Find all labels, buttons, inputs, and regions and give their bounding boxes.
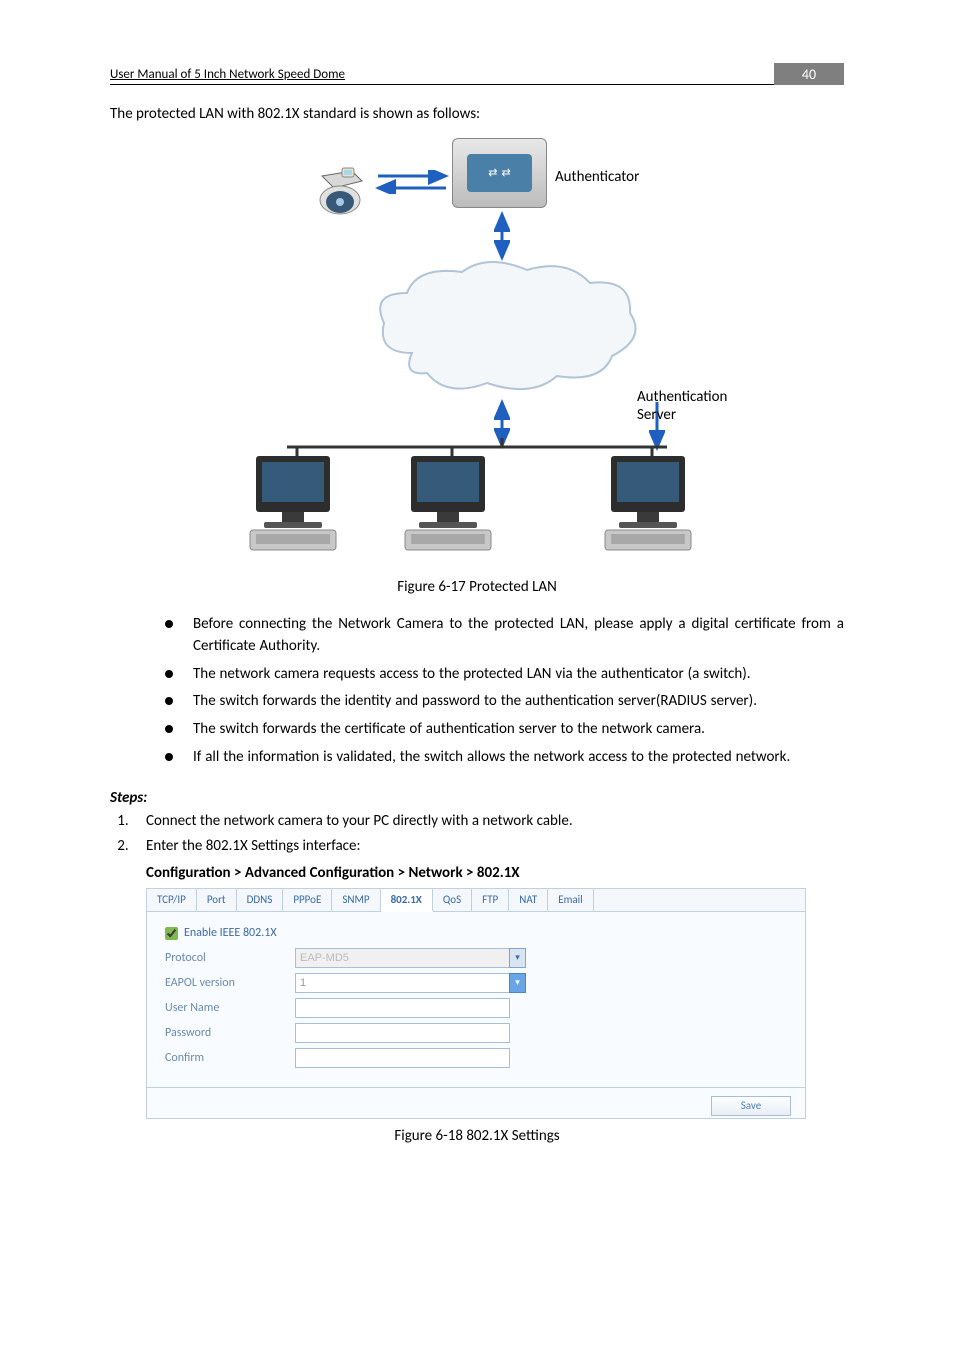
pc-icon	[242, 448, 352, 558]
page-number: 40	[774, 63, 844, 85]
username-input[interactable]	[295, 998, 510, 1018]
authserver-label: Authentication Server	[637, 388, 727, 424]
switch-icon: ⇄⇄	[452, 138, 547, 208]
tab-pppoe[interactable]: PPPoE	[283, 889, 332, 911]
enable-checkbox[interactable]	[165, 927, 178, 940]
enable-checkbox-label: Enable IEEE 802.1X	[184, 926, 277, 940]
step-item: Connect the network camera to your PC di…	[132, 811, 844, 833]
bullet-list: Before connecting the Network Camera to …	[110, 614, 844, 769]
chevron-down-icon[interactable]: ▾	[509, 948, 526, 968]
protocol-label: Protocol	[165, 951, 295, 965]
steps-list: Connect the network camera to your PC di…	[110, 811, 844, 859]
authenticator-label: Authenticator	[555, 168, 639, 186]
tab-tcpip[interactable]: TCP/IP	[147, 889, 197, 911]
figure-caption-1: Figure 6-17 Protected LAN	[110, 578, 844, 596]
eapol-label: EAPOL version	[165, 976, 295, 990]
password-label: Password	[165, 1026, 295, 1040]
bullet-item: The switch forwards the identity and pas…	[165, 691, 844, 713]
save-button[interactable]: Save	[711, 1096, 791, 1116]
password-input[interactable]	[295, 1023, 510, 1043]
arrow-camera-switch	[372, 170, 452, 194]
bullet-item: Before connecting the Network Camera to …	[165, 614, 844, 658]
tab-nat[interactable]: NAT	[509, 889, 548, 911]
tab-snmp[interactable]: SNMP	[332, 889, 380, 911]
tab-ddns[interactable]: DDNS	[237, 889, 284, 911]
bullet-item: If all the information is validated, the…	[165, 747, 844, 769]
camera-icon	[312, 166, 372, 221]
username-label: User Name	[165, 1001, 295, 1015]
protocol-select[interactable]	[295, 948, 510, 968]
bullet-item: The switch forwards the certificate of a…	[165, 719, 844, 741]
lan-line	[287, 438, 667, 456]
intro-text: The protected LAN with 802.1X standard i…	[110, 105, 844, 123]
tab-email[interactable]: Email	[548, 889, 593, 911]
figure-caption-2: Figure 6-18 802.1X Settings	[110, 1127, 844, 1145]
tab-port[interactable]: Port	[197, 889, 237, 911]
step-item: Enter the 802.1X Settings interface:	[132, 836, 844, 858]
tab-ftp[interactable]: FTP	[472, 889, 509, 911]
topology-diagram: ⇄⇄ Authenticator Authentication Server	[197, 138, 757, 558]
chevron-down-icon[interactable]: ▾	[509, 973, 526, 993]
header-title: User Manual of 5 Inch Network Speed Dome	[110, 67, 345, 82]
tab-bar: TCP/IPPortDDNSPPPoESNMP802.1XQoSFTPNATEm…	[147, 889, 805, 912]
settings-panel: TCP/IPPortDDNSPPPoESNMP802.1XQoSFTPNATEm…	[146, 888, 806, 1119]
tab-qos[interactable]: QoS	[433, 889, 472, 911]
cloud-icon	[372, 258, 642, 403]
pc-icon	[397, 448, 507, 558]
confirm-input[interactable]	[295, 1048, 510, 1068]
confirm-label: Confirm	[165, 1051, 295, 1065]
arrow-switch-cloud	[494, 208, 510, 264]
pc-icon	[597, 448, 707, 558]
tab-8021x[interactable]: 802.1X	[381, 889, 433, 912]
bullet-item: The network camera requests access to th…	[165, 664, 844, 686]
eapol-select[interactable]	[295, 973, 510, 993]
breadcrumb: Configuration > Advanced Configuration >…	[110, 864, 844, 882]
steps-heading: Steps:	[110, 789, 844, 807]
